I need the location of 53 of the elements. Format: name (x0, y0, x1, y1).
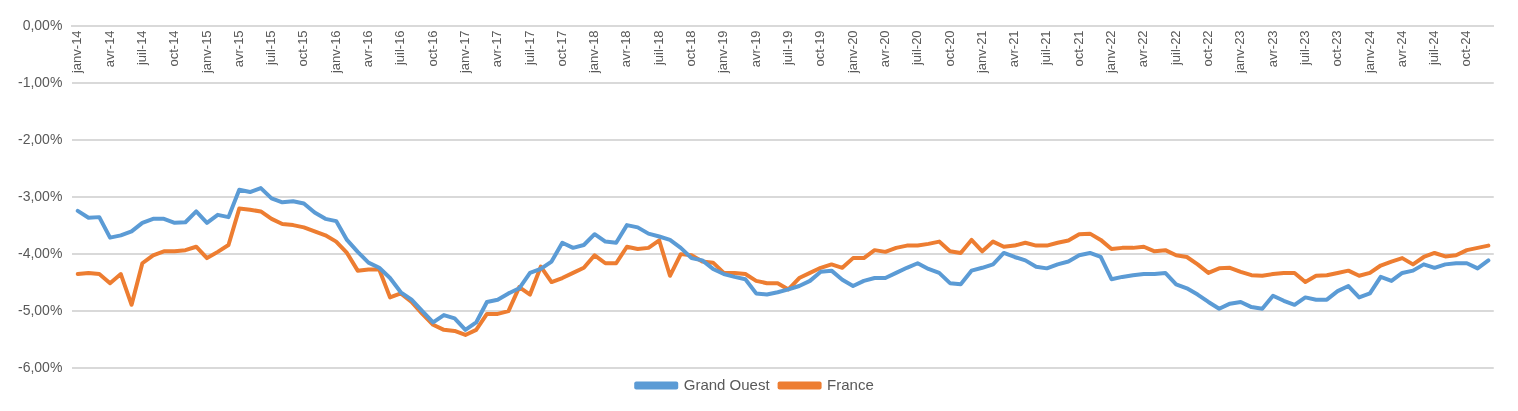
y-tick-label: -1,00% (18, 74, 63, 91)
x-tick-label: avr-21 (1006, 30, 1022, 68)
x-tick-label: juil-14 (133, 30, 149, 67)
legend-label: France (827, 375, 874, 393)
x-tick-label: avr-18 (618, 30, 634, 68)
x-tick-label: juil-21 (1038, 30, 1054, 67)
y-tick-label: -6,00% (18, 358, 63, 375)
x-tick-label: juil-17 (521, 30, 537, 67)
x-tick-label: juil-19 (780, 30, 796, 67)
y-tick-label: -3,00% (18, 188, 63, 205)
x-tick-label: juil-15 (263, 30, 279, 67)
y-tick-label: -2,00% (18, 131, 63, 148)
x-tick-label: oct-16 (424, 30, 440, 67)
x-tick-label: janv-22 (1103, 30, 1119, 75)
x-tick-label: avr-17 (489, 30, 505, 68)
x-tick-label: oct-20 (941, 30, 957, 67)
x-tick-label: oct-22 (1199, 30, 1215, 67)
x-tick-label: juil-24 (1426, 30, 1442, 67)
x-tick-label: janv-15 (198, 30, 214, 75)
x-tick-label: juil-18 (650, 30, 666, 67)
legend-label: Grand Ouest (683, 375, 771, 393)
x-tick-label: avr-15 (230, 30, 246, 68)
x-tick-label: janv-17 (456, 30, 472, 75)
x-tick-label: janv-21 (973, 30, 989, 75)
y-tick-label: 0,00% (22, 17, 63, 34)
x-tick-label: juil-23 (1296, 30, 1312, 67)
x-tick-label: avr-24 (1393, 30, 1409, 68)
x-tick-label: oct-17 (553, 30, 569, 67)
x-tick-label: oct-21 (1070, 30, 1086, 67)
x-tick-label: oct-24 (1458, 30, 1474, 67)
x-tick-label: janv-18 (586, 30, 602, 75)
x-tick-label: avr-16 (360, 30, 376, 68)
x-tick-label: avr-23 (1264, 30, 1280, 68)
x-tick-label: avr-20 (876, 30, 892, 68)
y-tick-label: -4,00% (18, 244, 63, 261)
x-tick-label: juil-20 (909, 30, 925, 67)
x-tick-label: oct-18 (683, 30, 699, 67)
x-tick-label: janv-16 (327, 30, 343, 75)
x-tick-label: juil-16 (392, 30, 408, 67)
x-tick-label: avr-19 (747, 30, 763, 68)
x-tick-label: oct-15 (295, 30, 311, 67)
x-tick-label: janv-14 (69, 30, 85, 75)
x-tick-label: juil-22 (1167, 30, 1183, 67)
x-tick-label: oct-23 (1329, 30, 1345, 67)
x-tick-label: janv-20 (844, 30, 860, 75)
x-tick-label: oct-14 (166, 30, 182, 67)
x-tick-label: janv-23 (1232, 30, 1248, 75)
x-tick-label: janv-19 (715, 30, 731, 75)
x-tick-label: janv-24 (1361, 30, 1377, 75)
x-tick-label: avr-22 (1135, 30, 1151, 68)
x-tick-label: avr-14 (101, 30, 117, 68)
y-tick-label: -5,00% (18, 301, 63, 318)
x-tick-label: oct-19 (812, 30, 828, 67)
